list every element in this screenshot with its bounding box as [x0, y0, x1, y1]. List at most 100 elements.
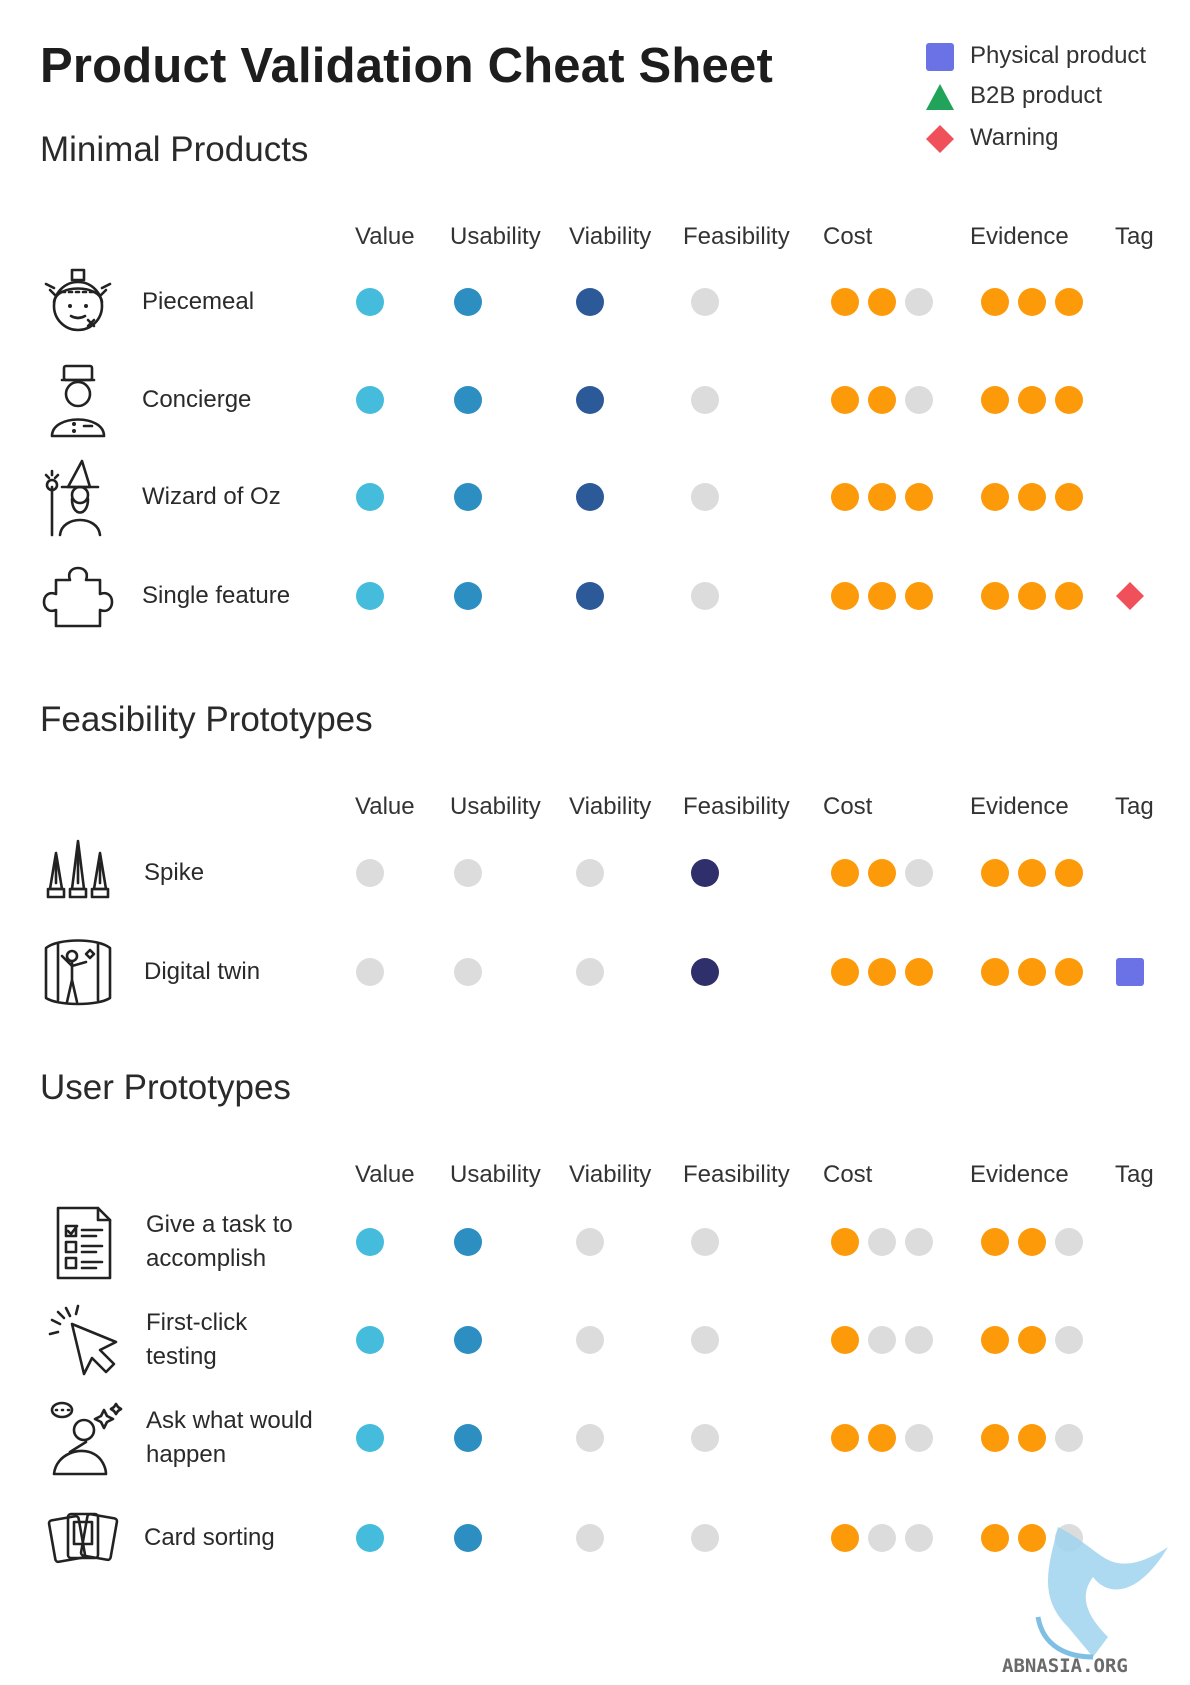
column-header-feasibility: Feasibility — [683, 1161, 790, 1188]
page-title: Product Validation Cheat Sheet — [40, 39, 773, 93]
column-header-tag: Tag — [1115, 793, 1154, 820]
method-label: Card sorting — [144, 1524, 275, 1551]
digital-twin-icon — [38, 932, 118, 1012]
physical-product-square-icon — [1116, 958, 1144, 986]
evidence-dot — [981, 288, 1009, 316]
legend-label: Warning — [970, 124, 1059, 151]
cost-dot — [905, 1326, 933, 1354]
method-label: Spike — [144, 859, 205, 886]
evidence-dot — [981, 1424, 1009, 1452]
evidence-dot — [1055, 288, 1083, 316]
cost-dot — [905, 386, 933, 414]
cost-dot — [831, 288, 859, 316]
feasibility-dot — [691, 386, 719, 414]
feasibility-dot — [691, 1424, 719, 1452]
evidence-dot — [1018, 859, 1046, 887]
thinking-person-icon — [44, 1398, 124, 1478]
usability-dot — [454, 483, 482, 511]
legend-label: B2B product — [970, 82, 1103, 109]
triangle-icon — [926, 84, 954, 110]
evidence-dot — [981, 859, 1009, 887]
usability-dot — [454, 1524, 482, 1552]
evidence-dot — [1018, 958, 1046, 986]
feasibility-dot — [691, 1524, 719, 1552]
method-label: Give a task to accomplish — [146, 1208, 293, 1276]
feasibility-dot — [691, 582, 719, 610]
viability-dot — [576, 1524, 604, 1552]
evidence-dot — [1018, 288, 1046, 316]
cost-dot — [831, 1326, 859, 1354]
diamond-icon — [926, 125, 954, 153]
column-header-viability: Viability — [569, 793, 652, 820]
column-header-feasibility: Feasibility — [683, 223, 790, 250]
checklist-icon — [44, 1202, 124, 1282]
concierge-icon — [38, 360, 118, 440]
warning-diamond-icon — [1116, 582, 1144, 610]
value-dot — [356, 1326, 384, 1354]
cost-dot — [831, 582, 859, 610]
value-dot — [356, 582, 384, 610]
method-label-line: testing — [146, 1343, 217, 1370]
viability-dot — [576, 1424, 604, 1452]
usability-dot — [454, 958, 482, 986]
evidence-dot — [1018, 1326, 1046, 1354]
method-label: Wizard of Oz — [142, 483, 281, 510]
viability-dot — [576, 859, 604, 887]
viability-dot — [576, 1326, 604, 1354]
column-header-usability: Usability — [450, 1161, 541, 1188]
usability-dot — [454, 288, 482, 316]
cost-dot — [831, 386, 859, 414]
cost-dot — [868, 1228, 896, 1256]
section-title: User Prototypes — [40, 1068, 291, 1107]
column-header-viability: Viability — [569, 223, 652, 250]
evidence-dot — [981, 958, 1009, 986]
cost-dot — [831, 483, 859, 511]
feasibility-dot — [691, 483, 719, 511]
cost-dot — [868, 1424, 896, 1452]
viability-dot — [576, 582, 604, 610]
usability-dot — [454, 1326, 482, 1354]
evidence-dot — [1055, 958, 1083, 986]
evidence-dot — [1055, 483, 1083, 511]
cost-dot — [905, 1228, 933, 1256]
method-label-line: happen — [146, 1441, 227, 1468]
evidence-dot — [1018, 1228, 1046, 1256]
feasibility-dot — [691, 1228, 719, 1256]
column-header-evidence: Evidence — [970, 223, 1069, 250]
evidence-dot — [1018, 386, 1046, 414]
value-dot — [356, 1228, 384, 1256]
cost-dot — [905, 958, 933, 986]
column-header-tag: Tag — [1115, 1161, 1154, 1188]
evidence-dot — [1055, 859, 1083, 887]
method-label: Single feature — [142, 582, 291, 609]
column-header-evidence: Evidence — [970, 1161, 1069, 1188]
cost-dot — [905, 288, 933, 316]
column-header-feasibility: Feasibility — [683, 793, 790, 820]
cost-dot — [868, 859, 896, 887]
method-label: Ask what would happen — [146, 1404, 313, 1472]
evidence-dot — [981, 386, 1009, 414]
method-label: Concierge — [142, 386, 252, 413]
column-header-usability: Usability — [450, 223, 541, 250]
value-dot — [356, 386, 384, 414]
cost-dot — [868, 386, 896, 414]
method-label-line: Ask what would — [146, 1407, 313, 1434]
column-header-value: Value — [355, 793, 415, 820]
evidence-dot — [981, 483, 1009, 511]
method-label-line: Give a task to — [146, 1211, 293, 1238]
method-label-line: accomplish — [146, 1245, 267, 1272]
method-label: Piecemeal — [142, 288, 255, 315]
cursor-click-icon — [44, 1300, 124, 1380]
method-label: Digital twin — [144, 958, 261, 985]
column-header-cost: Cost — [823, 793, 873, 820]
viability-dot — [576, 386, 604, 414]
section-title: Feasibility Prototypes — [40, 700, 373, 739]
evidence-dot — [981, 1524, 1009, 1552]
evidence-dot — [981, 1326, 1009, 1354]
legend-label: Physical product — [970, 42, 1147, 69]
viability-dot — [576, 483, 604, 511]
column-header-usability: Usability — [450, 793, 541, 820]
viability-dot — [576, 288, 604, 316]
cost-dot — [905, 483, 933, 511]
usability-dot — [454, 582, 482, 610]
